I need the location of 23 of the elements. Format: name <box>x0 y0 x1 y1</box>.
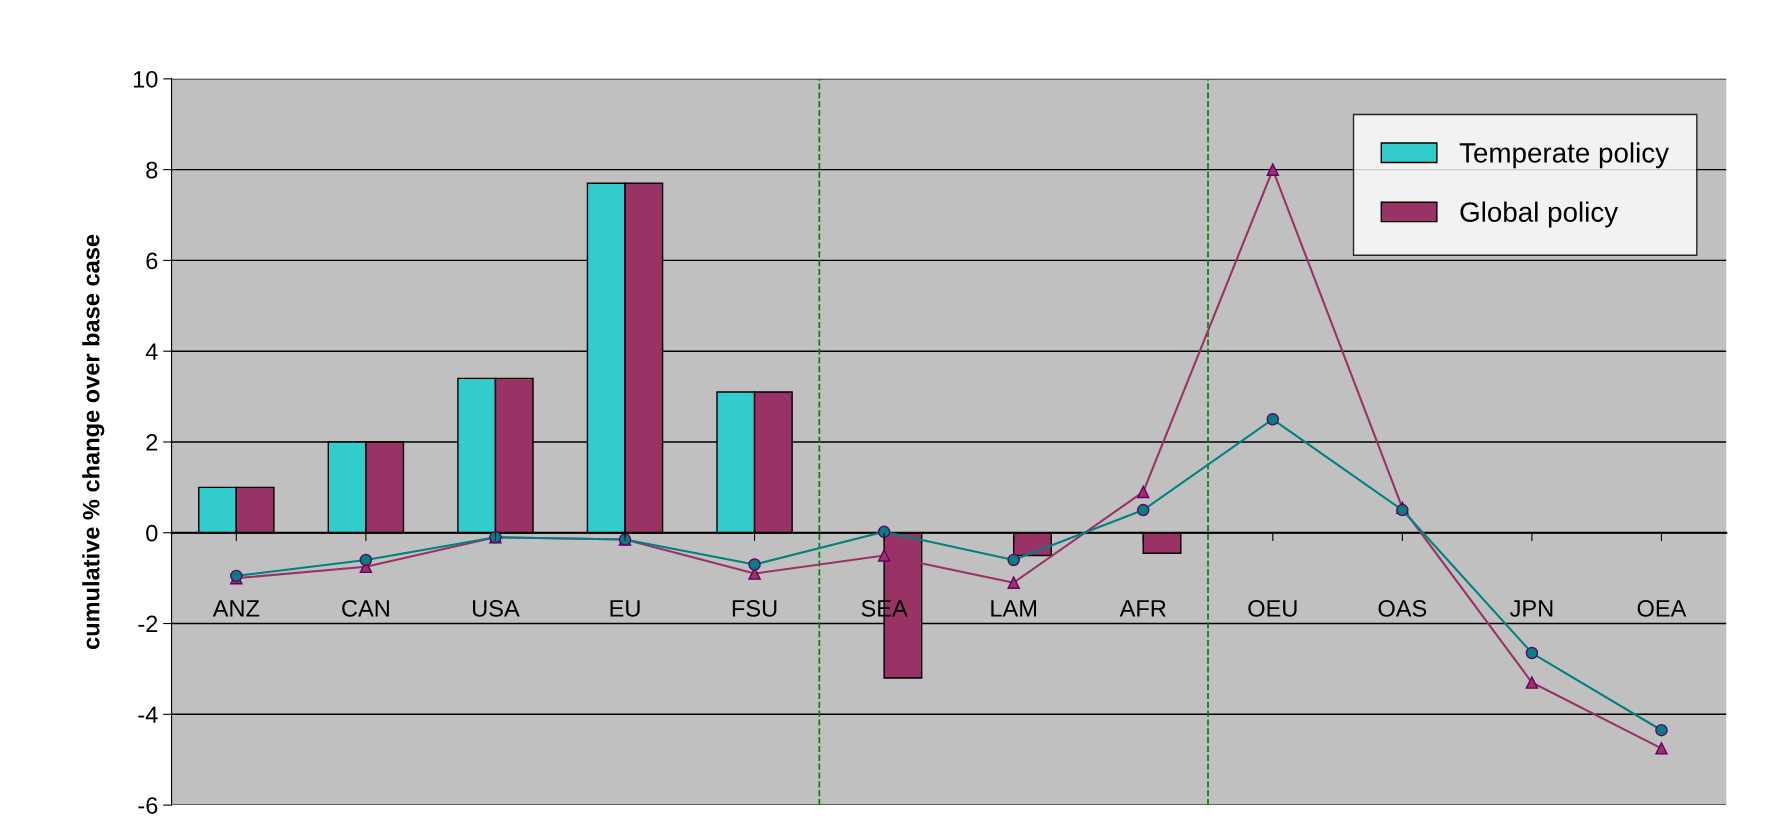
x-tick-label: FSU <box>732 600 777 617</box>
x-tick-label: OAS <box>1378 600 1427 617</box>
x-tick-label: CAN <box>342 600 389 617</box>
y-tick-label: 0 <box>146 524 158 542</box>
x-tick-label: OEU <box>1248 600 1297 617</box>
y-tick-label: -6 <box>138 797 158 814</box>
y-tick-label: -2 <box>138 615 158 633</box>
x-tick-label: JPN <box>1509 600 1553 617</box>
y-tick-label: 10 <box>133 70 158 88</box>
legend-label: Temperate policy <box>1459 142 1669 169</box>
y-tick-label: -4 <box>138 706 158 723</box>
y-tick-label: 8 <box>146 161 158 179</box>
x-tick-label: OEA <box>1637 600 1687 617</box>
y-axis-title: cumulative % change over base case <box>82 234 105 650</box>
x-tick-label: USA <box>472 600 520 617</box>
legend-label: Global policy <box>1460 201 1619 228</box>
y-tick-label: 6 <box>146 252 158 270</box>
x-tick-label: AFR <box>1119 600 1166 617</box>
x-tick-label: LAM <box>991 600 1037 617</box>
x-tick-label: EU <box>610 600 640 617</box>
x-tick-label: ANZ <box>212 600 260 617</box>
y-tick-label: 4 <box>145 343 158 360</box>
y-tick-label: 2 <box>146 434 158 451</box>
